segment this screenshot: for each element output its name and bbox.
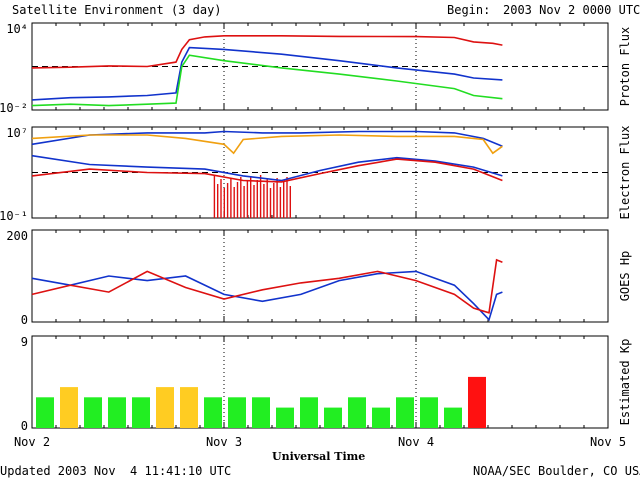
begin-value: 2003 Nov 2 0000 UTC	[503, 3, 640, 17]
y-tick-label-top: 10⁷	[6, 126, 28, 140]
x-tick-label: Nov 5	[590, 435, 626, 449]
kp-bar	[444, 407, 462, 428]
kp-bar	[468, 376, 486, 428]
kp-bar	[300, 397, 318, 428]
page-title: Satellite Environment (3 day)	[12, 3, 222, 17]
series-line-orange	[31, 134, 503, 155]
kp-bar	[252, 397, 270, 428]
kp-bar	[396, 397, 414, 428]
source-credit: NOAA/SEC Boulder, CO USA	[473, 464, 640, 478]
y-tick-label-top: 9	[21, 335, 28, 349]
kp-bar	[36, 397, 54, 428]
kp-bar	[132, 397, 150, 428]
panel-frame-3	[31, 229, 609, 323]
updated-timestamp: Updated 2003 Nov 4 11:41:10 UTC	[0, 464, 232, 478]
kp-bar	[84, 397, 102, 428]
begin-label: Begin:	[447, 3, 491, 17]
series-line-red	[31, 158, 503, 183]
series-line-red	[31, 34, 503, 69]
kp-bar	[180, 387, 198, 428]
series-line-blue	[31, 130, 503, 148]
kp-bar	[276, 407, 294, 428]
kp-bar	[420, 397, 438, 428]
y-axis-title: Electron Flux	[618, 126, 632, 220]
y-tick-label-bottom: 0	[21, 419, 28, 433]
series-line-blue	[31, 270, 503, 322]
series-line-blue	[31, 154, 503, 182]
y-tick-label-bottom: 0	[21, 313, 28, 327]
y-tick-label-bottom: 10⁻²	[0, 101, 28, 115]
kp-bar	[372, 407, 390, 428]
y-axis-title: Estimated Kp	[618, 339, 632, 426]
x-tick-label: Nov 4	[398, 435, 434, 449]
y-tick-label-bottom: 10⁻¹	[0, 209, 28, 223]
series-line-green	[31, 54, 503, 107]
kp-bar	[348, 397, 366, 428]
x-tick-label: Nov 2	[14, 435, 50, 449]
y-axis-title: GOES Hp	[618, 251, 632, 302]
x-tick-label: Nov 3	[206, 435, 242, 449]
kp-bar	[228, 397, 246, 428]
y-tick-label-top: 10⁴	[6, 22, 28, 36]
y-axis-title: Proton Flux	[618, 27, 632, 106]
kp-bar	[108, 397, 126, 428]
series-line-blue	[31, 46, 503, 101]
panel-frame-2	[31, 126, 609, 219]
x-axis-title: Universal Time	[272, 450, 366, 463]
kp-bar	[204, 397, 222, 428]
series-line-red	[31, 258, 503, 314]
kp-bar	[156, 387, 174, 428]
kp-bar	[324, 407, 342, 428]
kp-bar	[60, 387, 78, 428]
y-tick-label-top: 200	[6, 229, 28, 243]
